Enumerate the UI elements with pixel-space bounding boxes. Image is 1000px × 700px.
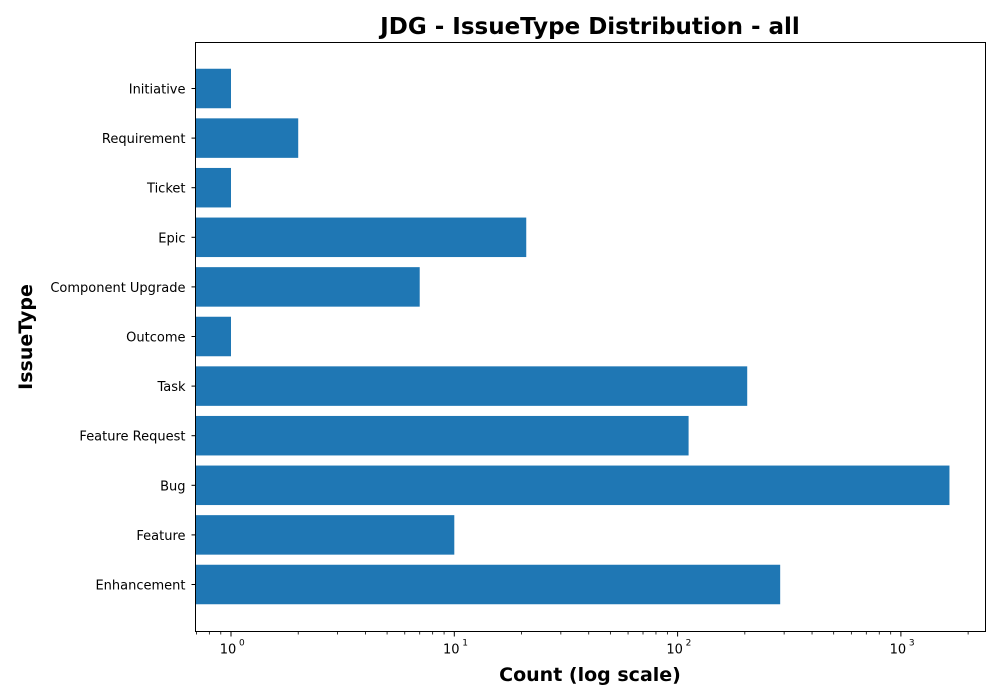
bar-requirement [195,118,299,158]
x-tick-label: 10 2 [666,639,691,658]
x-tick-label: 10 0 [220,639,245,658]
x-axis-label: Count (log scale) [499,664,681,686]
bar-task [195,366,748,406]
y-tick-label: Epic [158,231,185,246]
x-tick-base: 10 [220,643,237,658]
x-tick-base: 10 [443,643,460,658]
bar-bug [195,465,950,506]
y-axis-label: IssueType [15,284,37,390]
x-tick-exponent: 0 [239,639,245,649]
bar-initiative [195,68,231,109]
y-ticks-group: Enhancement Feature Bug Feature Request Task… [50,83,196,594]
y-tick-label: Requirement [102,132,186,147]
y-tick-label: Component Upgrade [50,281,185,296]
y-tick-label: Ticket [146,182,185,197]
y-tick-label: Feature Request [79,430,185,445]
bars-group [195,68,950,605]
x-tick-base: 10 [890,643,907,658]
bar-outcome [195,316,231,357]
x-tick-exponent: 3 [909,639,915,649]
y-tick-label: Task [156,380,186,395]
x-tick-label: 10 3 [890,639,915,658]
bar-ticket [195,167,231,208]
y-tick-label: Feature [136,529,185,544]
bar-component-upgrade [195,267,420,307]
y-tick-label: Bug [160,479,185,494]
y-tick-label: Initiative [129,83,186,98]
x-tick-base: 10 [666,643,683,658]
plot-frame [195,42,986,632]
bar-epic [195,217,527,258]
bar-feature-request [195,415,689,456]
y-tick-label: Outcome [126,331,185,346]
bar-feature [195,515,455,555]
x-tick-exponent: 1 [462,639,468,649]
chart-title: JDG - IssueType Distribution - all [378,14,800,40]
x-tick-label: 10 1 [443,639,468,658]
y-tick-label: Enhancement [95,579,185,594]
bar-enhancement [195,564,781,605]
x-ticks-group: 10 0 10 1 10 2 10 3 [196,631,969,658]
x-tick-exponent: 2 [686,639,692,649]
